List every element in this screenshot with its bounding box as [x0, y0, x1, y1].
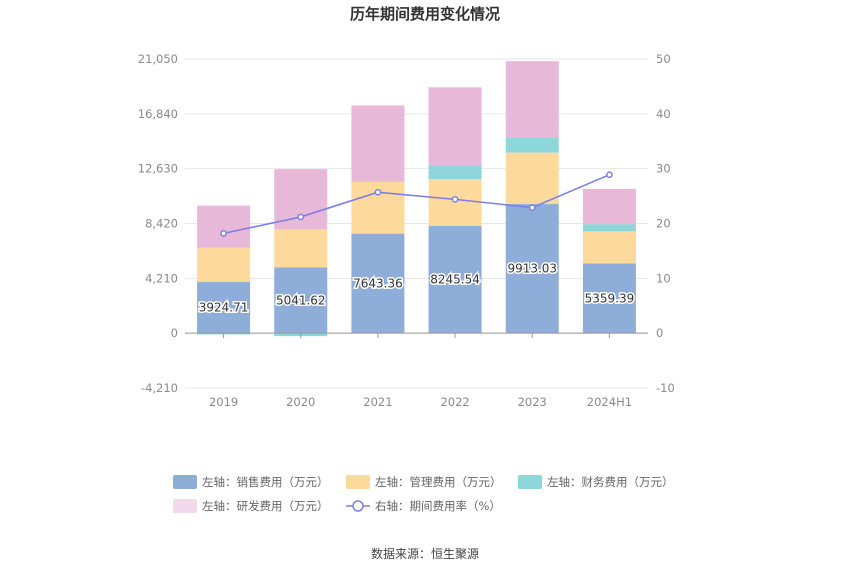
bar-series-3	[505, 138, 559, 153]
legend-swatch	[518, 475, 542, 489]
bar-value-label: 8245.54	[430, 272, 480, 286]
left-axis-tick-label: 16,840	[138, 107, 178, 121]
bar-series-1	[351, 233, 405, 334]
bar-value-label: 5359.39	[585, 291, 635, 305]
left-axis-tick-label: 12,630	[138, 162, 178, 176]
bar-series-2	[582, 231, 636, 264]
bar-series-2	[505, 152, 559, 205]
rate-line-point	[374, 188, 382, 196]
left-axis-tick-label: 8,420	[145, 217, 178, 231]
bars	[197, 61, 636, 337]
legend: 左轴：销售费用（万元） 左轴：管理费用（万元） 左轴：财务费用（万元） 左轴：研发费用…	[173, 475, 674, 513]
right-axis-tick-label: 30	[656, 162, 671, 176]
legend-marker	[352, 500, 364, 512]
bar-series-4	[351, 105, 405, 182]
legend-item[interactable]: 左轴：管理费用（万元）	[346, 475, 502, 489]
x-axis-tick-label: 2023	[518, 395, 547, 409]
bar-value-label: 9913.03	[507, 262, 557, 276]
left-axis-tick-label: -4,210	[141, 381, 178, 395]
rate-line	[220, 171, 613, 237]
bar-series-4	[197, 205, 251, 248]
left-axis-tick-label: 0	[171, 326, 178, 340]
bar-series-1	[582, 263, 636, 334]
legend-item[interactable]: 左轴：财务费用（万元）	[518, 475, 674, 489]
legend-label: 左轴：财务费用（万元）	[547, 475, 674, 489]
bar-series-1	[505, 204, 559, 334]
right-axis-tick-label: -10	[656, 381, 675, 395]
legend-item[interactable]: 左轴：研发费用（万元）	[173, 499, 329, 513]
legend-label: 左轴：研发费用（万元）	[202, 499, 329, 513]
bar-data-labels: 3924.71 5041.62 7643.36 8245.54 9913.03 5359.…	[197, 260, 635, 316]
left-axis-tick-label: 4,210	[145, 271, 178, 285]
rate-line-point	[297, 213, 305, 221]
x-axis-tick-label: 2022	[440, 395, 469, 409]
legend-swatch	[173, 475, 197, 489]
rate-line-point	[528, 204, 536, 211]
rate-line-path	[223, 173, 610, 235]
legend-label: 左轴：销售费用（万元）	[202, 475, 329, 489]
grid	[185, 58, 648, 389]
bar-series-1	[197, 282, 251, 334]
rate-line-point	[451, 196, 459, 203]
x-axis-tick-label: 2020	[286, 395, 315, 409]
axes: -4,210 0 4,210 8,420 12,630 16,840 21,050 -10 0 1…	[138, 52, 675, 409]
right-axis-tick-label: 20	[656, 217, 671, 231]
bar-value-label: 3924.71	[199, 301, 249, 315]
bar-series-1	[428, 225, 482, 334]
legend-label: 右轴：期间费用率（%）	[375, 499, 501, 513]
bar-series-3	[582, 224, 636, 232]
chart-title: 历年期间费用变化情况	[350, 5, 500, 23]
bar-series-4	[582, 188, 636, 225]
legend-item[interactable]: 左轴：销售费用（万元）	[173, 475, 329, 489]
rate-line-point	[606, 171, 613, 179]
right-axis-tick-label: 40	[656, 107, 671, 121]
bar-series-2	[274, 229, 328, 268]
left-axis-tick-label: 21,050	[138, 52, 178, 66]
bar-value-label: 5041.62	[276, 293, 326, 307]
x-axis-tick-label: 2024H1	[587, 395, 632, 409]
x-axis-tick-label: 2019	[209, 395, 238, 409]
right-axis-tick-label: 10	[656, 271, 671, 285]
source-note: 数据来源：恒生聚源	[371, 546, 479, 561]
bar-series-2	[197, 247, 251, 283]
bar-series-1	[274, 267, 328, 334]
legend-swatch	[346, 475, 370, 489]
right-axis-tick-label: 50	[656, 52, 671, 66]
bar-value-label: 7643.36	[353, 276, 403, 290]
rate-line-point	[220, 230, 227, 237]
legend-label: 左轴：管理费用（万元）	[375, 475, 502, 489]
bar-series-4	[505, 61, 559, 139]
right-axis-tick-label: 0	[656, 326, 663, 340]
legend-item[interactable]: 右轴：期间费用率（%）	[346, 499, 501, 513]
x-axis-tick-label: 2021	[363, 395, 392, 409]
legend-swatch	[173, 499, 197, 513]
bar-series-4	[428, 87, 482, 166]
bar-series-3	[428, 165, 482, 180]
